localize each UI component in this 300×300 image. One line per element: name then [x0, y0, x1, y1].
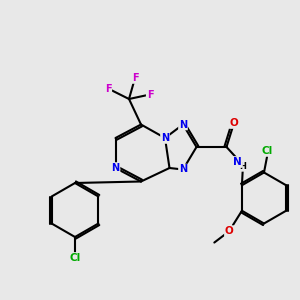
Text: N: N — [179, 119, 187, 130]
Text: N: N — [161, 133, 169, 143]
Text: N: N — [179, 164, 187, 175]
Text: N: N — [111, 163, 120, 173]
Text: F: F — [147, 89, 153, 100]
Text: Cl: Cl — [69, 253, 81, 263]
Text: F: F — [132, 73, 138, 83]
Text: O: O — [225, 226, 234, 236]
Text: O: O — [230, 118, 238, 128]
Text: H: H — [240, 162, 246, 171]
Text: Cl: Cl — [262, 146, 273, 156]
Text: N: N — [233, 157, 242, 167]
Text: F: F — [105, 83, 111, 94]
